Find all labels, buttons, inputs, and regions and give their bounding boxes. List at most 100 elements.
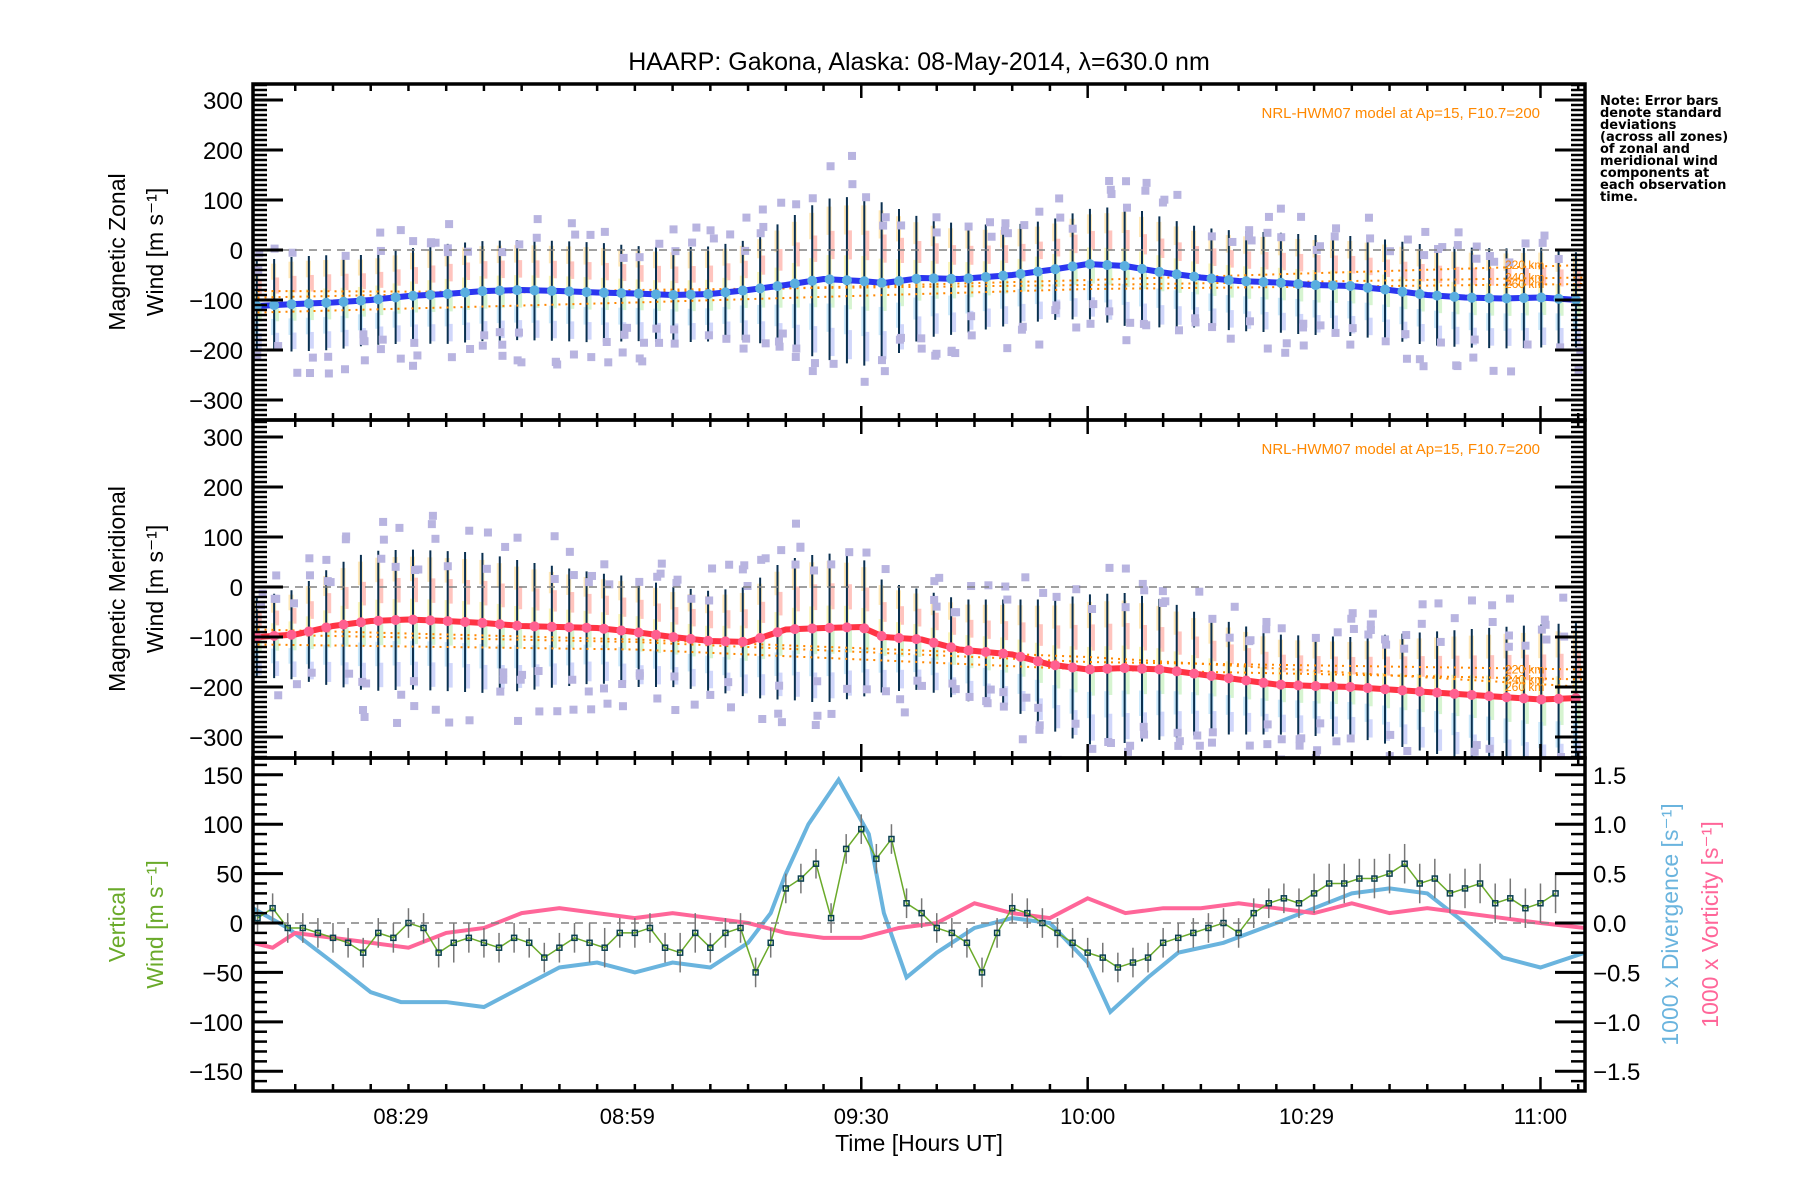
scatter-point xyxy=(1311,633,1320,642)
mean-wind-marker xyxy=(303,298,314,309)
mean-wind-marker xyxy=(546,285,557,296)
scatter-point xyxy=(930,595,939,604)
mean-wind-marker xyxy=(1119,663,1130,674)
scatter-point xyxy=(1385,247,1394,256)
scatter-point xyxy=(1140,586,1149,595)
zone-bar xyxy=(1159,669,1165,695)
scatter-point xyxy=(1450,614,1459,623)
zone-bar xyxy=(274,332,280,349)
vertical-wind-marker xyxy=(1295,900,1303,907)
scatter-point xyxy=(1121,603,1130,612)
zone-bar xyxy=(586,593,592,614)
zone-bar xyxy=(1367,287,1373,306)
zone-bar xyxy=(499,290,505,309)
zone-bar xyxy=(1228,250,1234,268)
y-tick-label: −200 xyxy=(189,675,243,702)
zone-bar xyxy=(551,626,557,649)
mean-wind-marker xyxy=(1154,664,1165,675)
zone-bar xyxy=(933,278,939,299)
zone-bar xyxy=(951,245,957,265)
scatter-point xyxy=(917,681,926,690)
mean-wind-marker xyxy=(1050,660,1061,671)
scatter-point xyxy=(1470,747,1479,756)
zone-bar xyxy=(447,579,453,604)
scatter-point xyxy=(1106,777,1114,785)
zone-bar xyxy=(274,661,280,676)
zone-bar xyxy=(1419,294,1425,312)
scatter-point xyxy=(1207,232,1216,241)
vertical-wind-marker xyxy=(556,944,563,951)
scatter-point xyxy=(410,338,419,347)
scatter-point xyxy=(810,566,819,575)
vertical-wind-marker xyxy=(465,934,473,942)
scatter-point xyxy=(810,359,819,368)
zone-bar xyxy=(1419,726,1425,748)
scatter-point xyxy=(741,246,750,255)
scatter-point xyxy=(1402,354,1411,363)
zone-bar xyxy=(742,320,748,338)
scatter-point xyxy=(1246,636,1255,645)
scatter-point xyxy=(1173,728,1182,737)
zone-bar xyxy=(326,627,332,648)
zone-bar xyxy=(638,632,644,652)
zone-bar xyxy=(985,652,991,671)
mean-wind-marker xyxy=(1154,266,1165,277)
vertical-wind-marker xyxy=(933,924,940,932)
scatter-point xyxy=(324,352,333,361)
mean-wind-marker xyxy=(737,285,748,296)
zone-bar xyxy=(1089,230,1095,251)
scatter-point xyxy=(1122,203,1131,212)
x-tick-label: 11:00 xyxy=(1514,1104,1567,1129)
scatter-point xyxy=(1018,735,1027,744)
zone-bar xyxy=(603,661,609,681)
zone-bar xyxy=(1176,631,1182,655)
zone-bar xyxy=(534,320,540,338)
scatter-point xyxy=(738,565,747,574)
mean-wind-marker xyxy=(598,623,609,634)
scatter-point xyxy=(1452,769,1460,777)
zone-bar xyxy=(586,627,592,648)
y-tick-label: −150 xyxy=(189,1059,243,1086)
zone-bar xyxy=(1211,248,1217,266)
mean-wind-marker xyxy=(1327,681,1338,692)
scatter-point xyxy=(1438,243,1447,252)
mean-wind-marker xyxy=(425,615,436,626)
scatter-point xyxy=(379,517,388,526)
scatter-point xyxy=(761,339,770,348)
mean-wind-marker xyxy=(581,622,592,633)
vertical-wind-marker xyxy=(1341,880,1348,887)
scatter-point xyxy=(1105,176,1114,185)
zone-bar xyxy=(1315,686,1321,704)
scatter-point xyxy=(603,699,612,708)
scatter-point xyxy=(1277,233,1286,242)
scatter-point xyxy=(1403,746,1412,755)
mean-wind-marker xyxy=(824,622,835,633)
zone-bar xyxy=(343,329,349,347)
scatter-point xyxy=(1021,573,1030,582)
mean-wind-marker xyxy=(390,615,401,626)
zone-bar xyxy=(395,269,401,286)
scatter-point xyxy=(600,560,609,569)
zone-bar xyxy=(742,609,748,629)
mean-wind-marker xyxy=(1293,680,1304,691)
scatter-point xyxy=(1366,620,1375,629)
zone-bar xyxy=(499,260,505,279)
scatter-point xyxy=(880,367,889,376)
y2-tick-label: −0.5 xyxy=(1593,960,1640,987)
vertical-wind-marker xyxy=(918,909,925,917)
zone-bar xyxy=(708,265,714,283)
zone-bar xyxy=(916,316,922,339)
scatter-point xyxy=(480,331,489,340)
zone-bar xyxy=(899,669,905,689)
scatter-point xyxy=(774,709,783,718)
scatter-point xyxy=(1381,635,1390,644)
scatter-point xyxy=(1262,617,1271,626)
scatter-point xyxy=(553,707,562,716)
y2-tick-label: 0.0 xyxy=(1593,911,1626,938)
zone-bar xyxy=(499,583,505,608)
scatter-point xyxy=(360,356,369,365)
scatter-point xyxy=(967,312,976,321)
zone-bar xyxy=(1298,715,1304,733)
scatter-point xyxy=(704,331,713,340)
bottom-panel: 150 100 50 0 −50 −100 −150 1.5 1.0 0.5 0.0 −0.5 −1.0… xyxy=(104,756,1723,1156)
